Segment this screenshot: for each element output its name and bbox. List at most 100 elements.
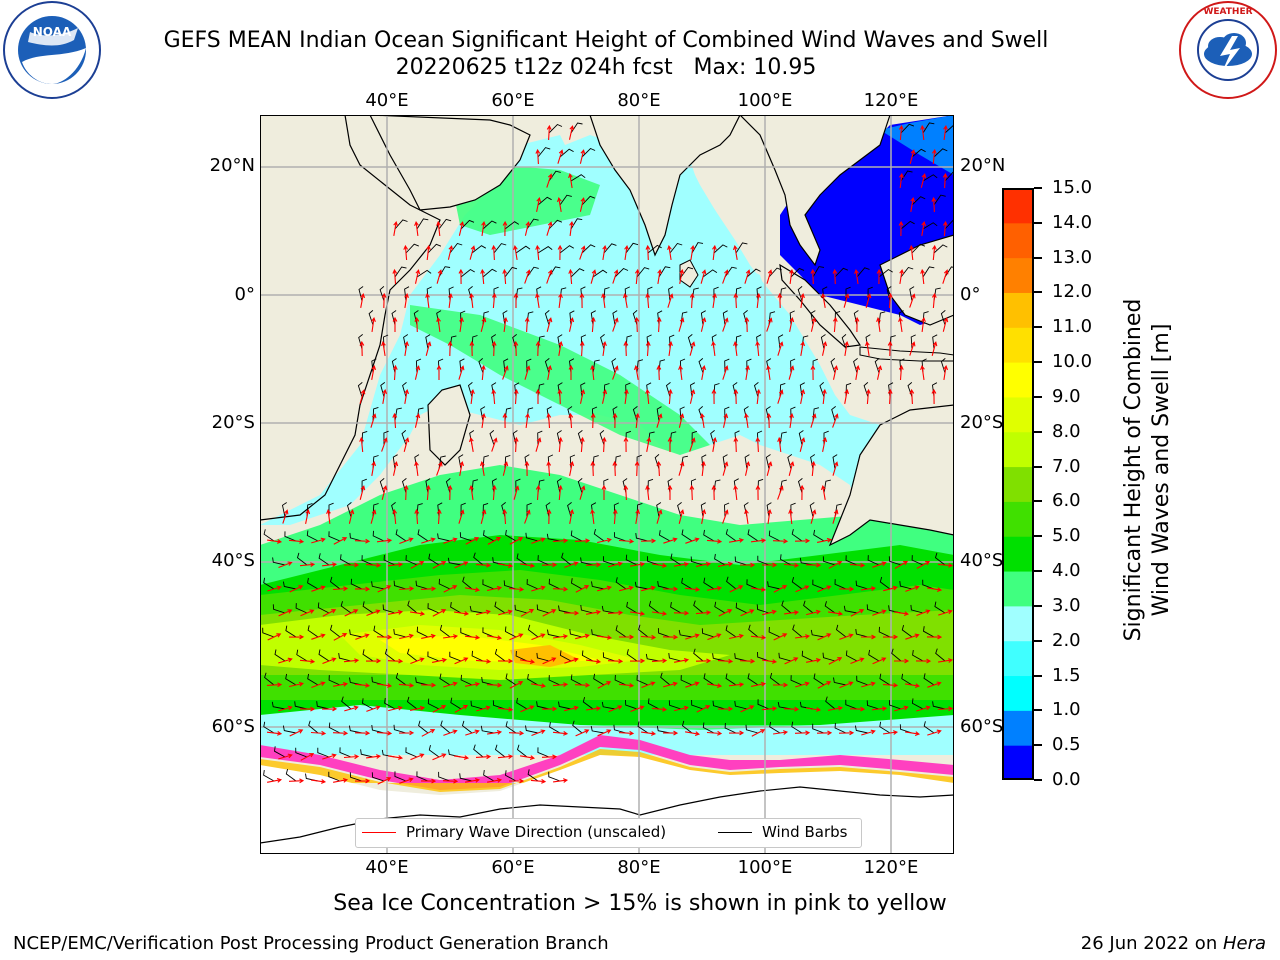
wave-direction-arrow [289, 729, 304, 737]
wind-barb [681, 577, 693, 590]
wave-direction-arrow [535, 340, 541, 357]
wave-direction-arrow [832, 509, 839, 524]
wind-barb [810, 629, 825, 638]
wave-direction-arrow [641, 585, 656, 592]
wave-direction-arrow [487, 729, 503, 735]
wind-barb [371, 581, 385, 590]
wave-direction-arrow [421, 729, 436, 737]
colorbar-tick-mark [1034, 291, 1042, 294]
wave-direction-arrow [927, 729, 942, 736]
wind-barb [613, 724, 627, 734]
wind-barb [743, 310, 748, 326]
nws-logo: WEATHER [1176, 0, 1280, 100]
wind-barb [405, 747, 418, 758]
wave-direction-arrow [850, 657, 865, 665]
wind-barb [923, 626, 935, 638]
wind-barb [271, 701, 286, 710]
wave-direction-arrow [359, 436, 364, 453]
wave-direction-arrow [586, 659, 602, 664]
wave-direction-arrow [722, 269, 729, 284]
wave-direction-arrow [905, 585, 920, 592]
wind-barb [698, 406, 704, 422]
wave-direction-arrow [800, 292, 805, 308]
wave-direction-arrow [773, 633, 788, 641]
wind-barb [812, 407, 820, 422]
wave-direction-arrow [921, 220, 927, 236]
wave-direction-arrow [546, 412, 552, 429]
wave-direction-arrow [458, 365, 465, 380]
colorbar-tick-label: 10.0 [1052, 351, 1093, 373]
wave-direction-arrow [377, 585, 392, 593]
wave-direction-arrow [469, 340, 475, 357]
wind-barb [635, 533, 649, 542]
wave-direction-arrow [376, 538, 393, 543]
wave-direction-arrow [502, 268, 508, 285]
wave-direction-arrow [558, 292, 563, 308]
wave-direction-arrow [579, 436, 585, 453]
wave-direction-arrow [612, 508, 618, 525]
wave-direction-arrow [861, 634, 877, 640]
wave-direction-arrow [882, 682, 899, 688]
wind-barb [514, 382, 520, 398]
wave-direction-arrow [927, 681, 942, 688]
wave-direction-arrow [821, 341, 828, 356]
wave-direction-arrow [464, 635, 481, 640]
wind-barb [295, 747, 308, 758]
wind-barb [438, 218, 452, 230]
wave-direction-arrow [403, 437, 410, 452]
wave-direction-arrow [618, 682, 635, 688]
wave-direction-arrow [354, 538, 371, 544]
wind-barb [856, 675, 869, 686]
wind-barb [460, 268, 475, 278]
run-date: 26 Jun 2022 on Hera [1081, 933, 1266, 954]
wind-barb [349, 532, 363, 542]
wave-direction-arrow [943, 124, 948, 140]
wave-direction-arrow [332, 681, 349, 687]
wave-direction-arrow [750, 634, 767, 640]
colorbar-tick-mark [1034, 570, 1042, 573]
wind-barb [901, 673, 913, 686]
wave-direction-arrow [476, 609, 491, 616]
wave-direction-arrow [744, 508, 749, 524]
wave-direction-arrow [333, 633, 348, 641]
wave-direction-arrow [762, 562, 778, 568]
wave-direction-arrow [728, 682, 745, 687]
wind-barb [440, 720, 451, 734]
wind-barb [329, 576, 341, 590]
wave-direction-arrow [898, 220, 904, 237]
lon-label-bottom-40e: 40°E [365, 857, 409, 878]
wave-direction-arrow [938, 609, 953, 616]
wind-barb [724, 406, 730, 422]
wave-direction-arrow [832, 268, 838, 285]
wind-barb [687, 334, 693, 350]
wind-barb [801, 650, 814, 662]
wave-direction-arrow [817, 633, 832, 641]
wave-direction-arrow [861, 681, 876, 688]
wind-barb [362, 601, 374, 614]
wave-direction-arrow [597, 729, 612, 737]
wind-barb [613, 502, 619, 518]
wave-direction-arrow [370, 413, 377, 428]
wave-direction-arrow [623, 436, 629, 453]
wave-direction-arrow [750, 681, 767, 687]
wind-barb [812, 723, 825, 734]
wave-direction-arrow [800, 340, 806, 356]
wave-direction-arrow [568, 317, 575, 332]
wind-barb [932, 701, 946, 710]
wave-direction-arrow [480, 364, 486, 381]
wind-barb [625, 382, 631, 398]
wave-direction-arrow [898, 364, 904, 381]
wave-direction-arrow [722, 317, 729, 332]
wave-direction-arrow [634, 268, 640, 285]
wind-barb [603, 287, 610, 302]
wind-barb [593, 673, 605, 686]
wind-barb [780, 554, 792, 566]
wind-barb [768, 311, 776, 326]
wind-barb [912, 650, 924, 662]
wave-direction-arrow [909, 244, 914, 261]
wave-direction-arrow [579, 340, 585, 357]
wave-direction-arrow [535, 484, 541, 501]
wave-direction-arrow [266, 682, 283, 688]
wind-barb [748, 624, 759, 638]
wind-barb [537, 196, 552, 206]
